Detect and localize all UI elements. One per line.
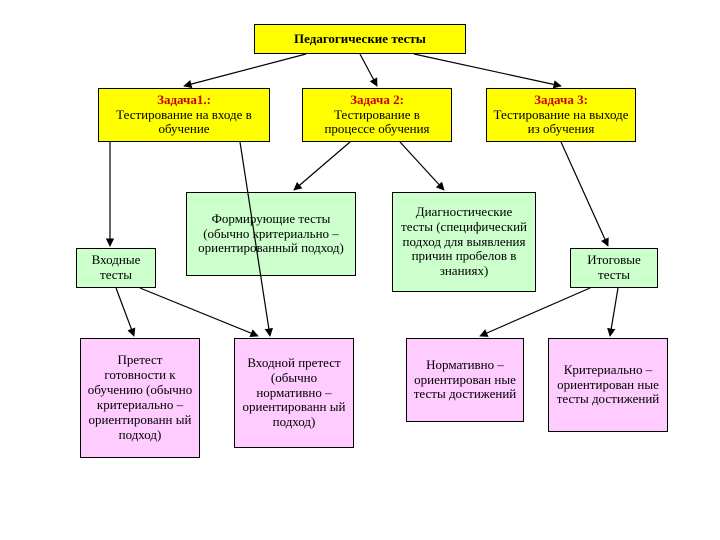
task1-box: Задача1.: Тестирование на входе в обучен… <box>98 88 270 142</box>
input-tests-box: Входные тесты <box>76 248 156 288</box>
diagnostic-label: Диагностические тесты (специфический под… <box>399 205 529 280</box>
root-box: Педагогические тесты <box>254 24 466 54</box>
formative-label: Формирующие тесты (обычно критериально –… <box>193 212 349 257</box>
formative-box: Формирующие тесты (обычно критериально –… <box>186 192 356 276</box>
normative-label: Нормативно – ориентирован ные тесты дост… <box>413 358 517 403</box>
final-tests-label: Итоговые тесты <box>577 253 651 283</box>
input-tests-label: Входные тесты <box>83 253 149 283</box>
pretest-ready-label: Претест готовности к обучению (обычно кр… <box>87 353 193 443</box>
task2-box: Задача 2: Тестирование в процессе обучен… <box>302 88 452 142</box>
input-pretest-box: Входной претест (обычно нормативно – ори… <box>234 338 354 448</box>
pretest-ready-box: Претест готовности к обучению (обычно кр… <box>80 338 200 458</box>
normative-box: Нормативно – ориентирован ные тесты дост… <box>406 338 524 422</box>
task3-box: Задача 3: Тестирование на выходе из обуч… <box>486 88 636 142</box>
input-pretest-label: Входной претест (обычно нормативно – ори… <box>241 356 347 431</box>
root-label: Педагогические тесты <box>294 32 426 47</box>
criterial-box: Критериально – ориентирован ные тесты до… <box>548 338 668 432</box>
task3-label: Задача 3: Тестирование на выходе из обуч… <box>493 93 629 138</box>
criterial-label: Критериально – ориентирован ные тесты до… <box>555 363 661 408</box>
task1-label: Задача1.: Тестирование на входе в обучен… <box>105 93 263 138</box>
final-tests-box: Итоговые тесты <box>570 248 658 288</box>
diagnostic-box: Диагностические тесты (специфический под… <box>392 192 536 292</box>
task2-label: Задача 2: Тестирование в процессе обучен… <box>309 93 445 138</box>
